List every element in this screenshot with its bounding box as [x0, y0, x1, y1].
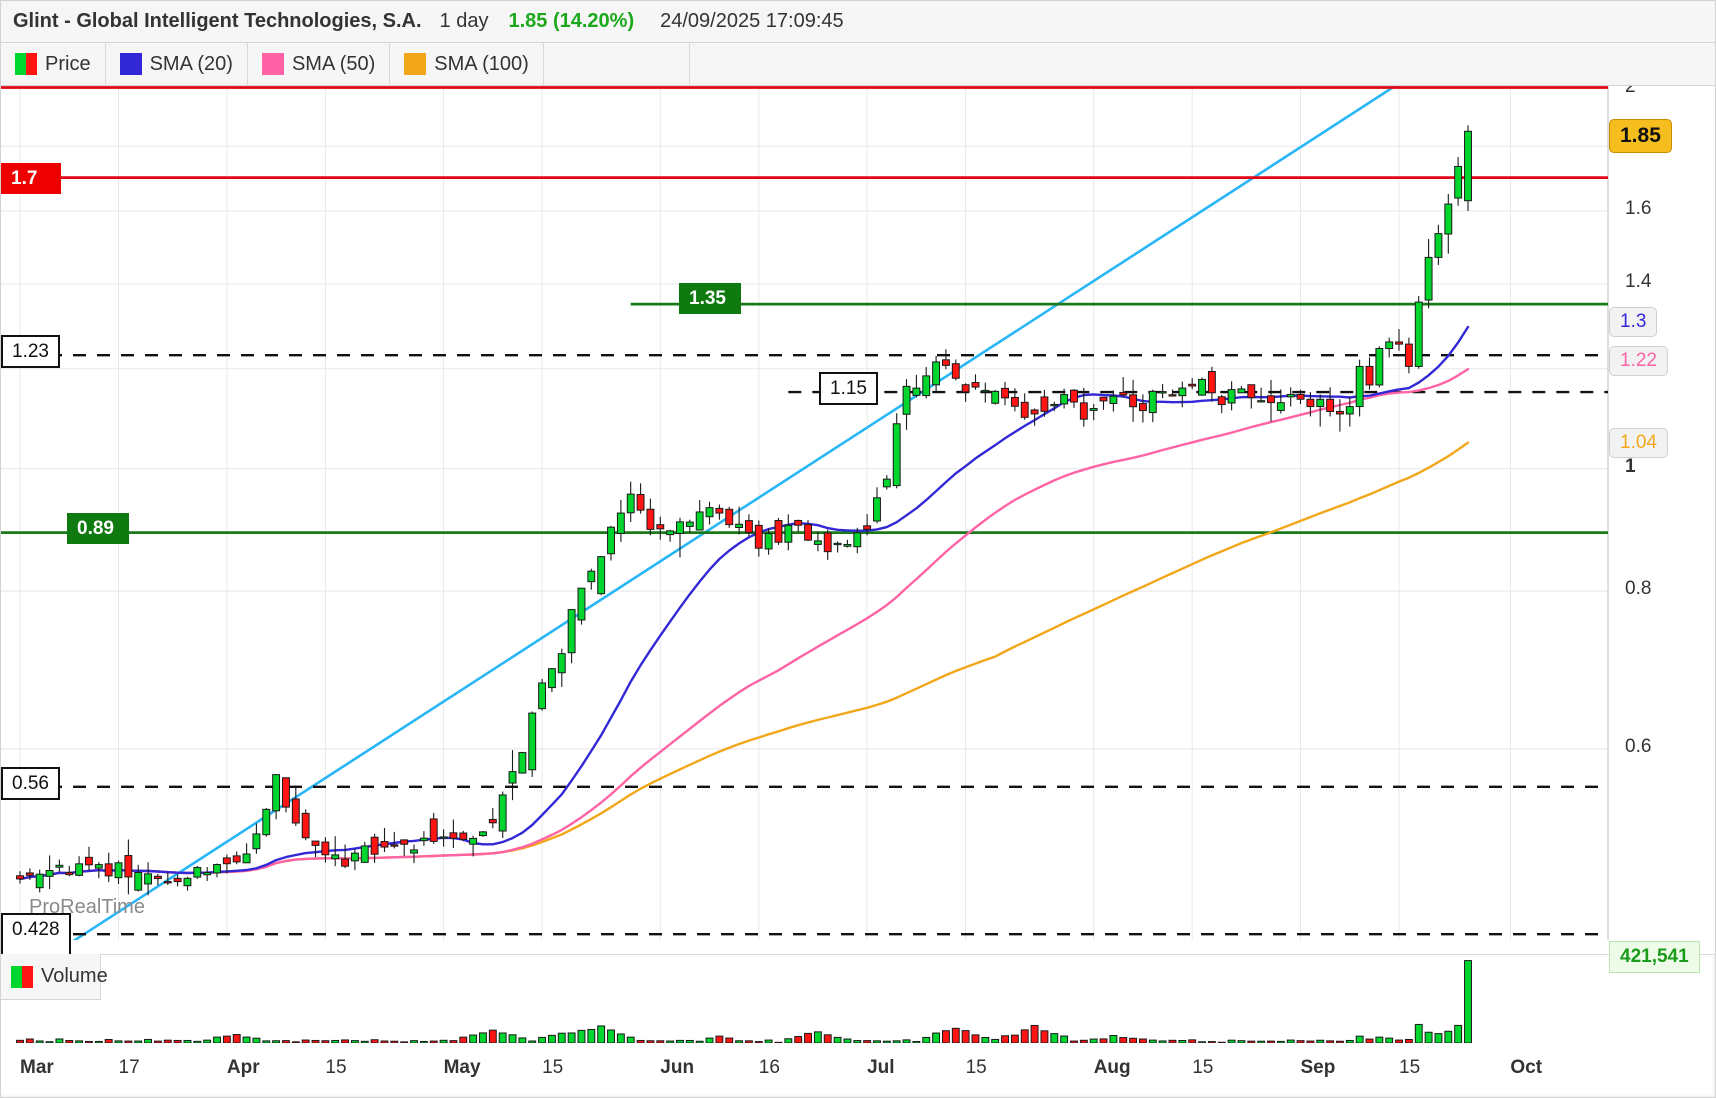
svg-text:Apr: Apr — [227, 1057, 260, 1078]
svg-text:15: 15 — [1192, 1057, 1213, 1078]
svg-text:May: May — [444, 1057, 481, 1078]
svg-text:Mar: Mar — [20, 1057, 54, 1078]
svg-text:15: 15 — [1399, 1057, 1420, 1078]
svg-text:Aug: Aug — [1094, 1057, 1131, 1078]
svg-text:17: 17 — [119, 1057, 140, 1078]
svg-text:15: 15 — [542, 1057, 563, 1078]
svg-text:Oct: Oct — [1510, 1057, 1542, 1078]
svg-text:Jul: Jul — [867, 1057, 894, 1078]
svg-text:Sep: Sep — [1301, 1057, 1336, 1078]
svg-text:16: 16 — [759, 1057, 780, 1078]
svg-text:15: 15 — [325, 1057, 346, 1078]
svg-text:Jun: Jun — [660, 1057, 694, 1078]
svg-text:15: 15 — [966, 1057, 987, 1078]
